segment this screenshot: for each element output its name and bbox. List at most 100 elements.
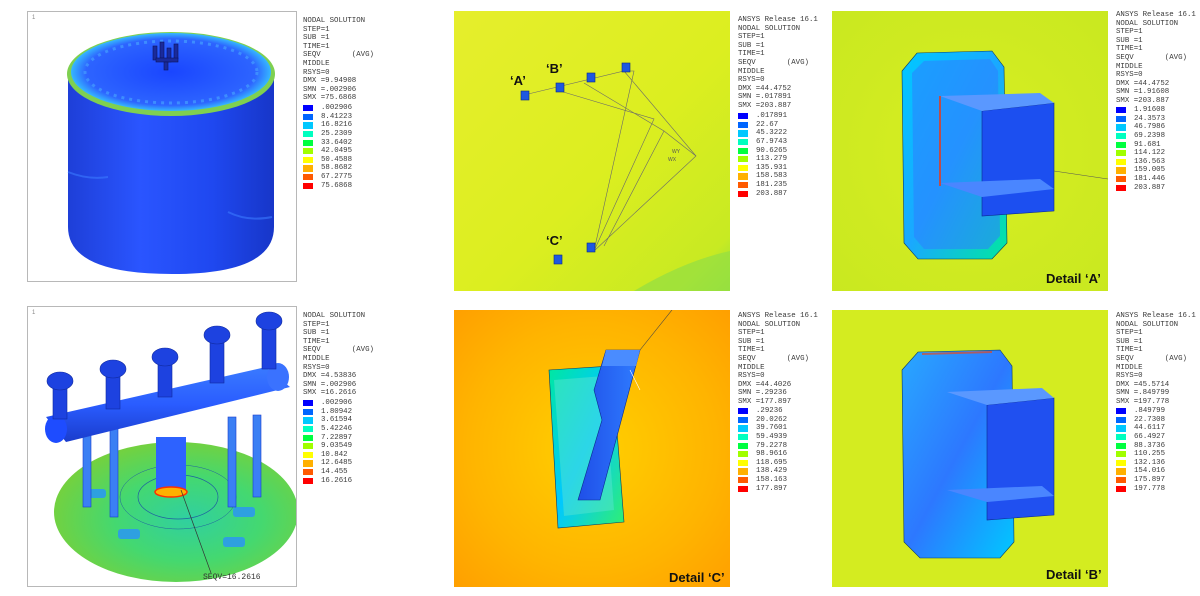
info-line: TIME=1 (1116, 346, 1143, 355)
legend-swatch (738, 156, 748, 163)
legend-value: 24.3573 (1134, 114, 1166, 123)
legend-value: 159.005 (1134, 166, 1166, 175)
legend-value: 158.583 (756, 172, 788, 181)
info-line: MIDDLE (303, 59, 330, 68)
detail-b-model (832, 310, 1108, 587)
info-line: STEP=1 (303, 25, 330, 34)
callout-c: ‘C’ (546, 233, 563, 248)
info-line: MIDDLE (1116, 62, 1143, 71)
legend-value: 25.2309 (321, 130, 353, 139)
legend-entry: 24.3573 (1116, 115, 1165, 124)
legend-value: 110.255 (1134, 450, 1166, 459)
legend-value: 69.2398 (1134, 132, 1166, 141)
info-line: ANSYS Release 16.1 (1116, 11, 1196, 19)
info-line: STEP=1 (1116, 28, 1143, 37)
legend-value: 175.897 (1134, 476, 1166, 485)
legend-swatch (303, 477, 313, 484)
detail-b-panel: Detail ‘B’ (832, 310, 1108, 587)
roof-nozzles (152, 41, 179, 71)
legend-swatch (303, 417, 313, 424)
info-line: NODAL SOLUTION (1116, 19, 1179, 28)
info-line: SEQV (AVG) (303, 51, 374, 60)
legend-value: 3.61594 (321, 416, 353, 425)
legend-value: 46.7986 (1134, 123, 1166, 132)
legend-value: 39.7601 (756, 424, 788, 433)
legend-swatch (738, 485, 748, 492)
legend-swatch (738, 164, 748, 171)
legend-entry: 14.455 (303, 468, 352, 477)
legend-swatch (303, 165, 313, 172)
legend-swatch (738, 113, 748, 120)
legend-swatch (303, 105, 313, 112)
legend-entry: 42.0495 (303, 147, 352, 156)
detail-b-label: Detail ‘B’ (1046, 567, 1102, 582)
legend-swatch (1116, 442, 1126, 449)
legend-value: 114.122 (1134, 149, 1166, 158)
manifold-legend: .002906 1.80942 3.61594 5.42246 7.22897 9.035… (303, 399, 352, 485)
legend-entry: 118.695 (738, 459, 787, 468)
legend-entry: 136.563 (1116, 158, 1165, 167)
legend-entry: 181.235 (738, 181, 787, 190)
legend-swatch (303, 139, 313, 146)
legend-swatch (738, 451, 748, 458)
legend-value: 58.8682 (321, 164, 353, 173)
legend-swatch (1116, 124, 1126, 131)
legend-swatch (303, 434, 313, 441)
legend-value: 203.887 (1134, 183, 1166, 192)
info-line: NODAL SOLUTION (1116, 320, 1179, 329)
legend-value: 181.446 (1134, 175, 1166, 184)
corner-number: 1 (32, 310, 36, 316)
legend-entry: 1.80942 (303, 408, 352, 417)
info-line: SEQV (AVG) (738, 58, 809, 67)
legend-value: 158.163 (756, 476, 788, 485)
legend-swatch (738, 121, 748, 128)
info-line: SEQV (AVG) (303, 346, 374, 355)
legend-swatch (303, 182, 313, 189)
legend-value: 154.016 (1134, 467, 1166, 476)
detail-a-label: Detail ‘A’ (1046, 271, 1101, 286)
legend-value: 1.80942 (321, 407, 353, 416)
info-line: MIDDLE (738, 363, 765, 372)
corner-number: 1 (32, 15, 36, 21)
detail-b-legend: .849799 22.7308 44.6117 66.4927 88.3736 110.2… (1116, 407, 1165, 493)
legend-swatch (1116, 115, 1126, 122)
legend-swatch (303, 468, 313, 476)
legend-swatch (1116, 150, 1126, 157)
legend-value: 14.455 (321, 468, 348, 477)
box-section-a (981, 102, 1055, 217)
legend-swatch (738, 190, 748, 197)
legend-entry: 203.887 (738, 189, 787, 198)
legend-value: 88.3736 (1134, 441, 1166, 450)
legend-swatch (738, 130, 748, 137)
legend-swatch (1116, 408, 1126, 415)
legend-swatch (738, 425, 748, 432)
info-line: NODAL SOLUTION (738, 24, 801, 33)
legend-entry: 12.6485 (303, 459, 352, 468)
support-brackets (520, 62, 631, 265)
legend-value: 136.563 (1134, 157, 1166, 166)
legend-value: 42.0495 (321, 147, 353, 156)
info-line: STEP=1 (1116, 329, 1143, 338)
legend-swatch (303, 460, 313, 467)
info-line: ANSYS Release 16.1 (1116, 312, 1196, 320)
info-line: DMX =45.5714 (1116, 380, 1170, 389)
legend-swatch (738, 138, 748, 146)
legend-swatch (738, 468, 748, 475)
legend-entry: 138.429 (738, 467, 787, 476)
legend-value: .002906 (321, 104, 353, 113)
legend-value: 135.931 (756, 163, 788, 172)
legend-value: 1.91608 (1134, 106, 1166, 115)
legend-value: .002906 (321, 399, 353, 408)
legend-entry: 88.3736 (1116, 441, 1165, 450)
legend-entry: 75.6868 (303, 181, 352, 190)
info-line: DMX =44.4026 (738, 380, 792, 389)
legend-value: 45.3222 (756, 129, 788, 138)
legend-value: 20.0262 (756, 415, 788, 424)
max-stress-probe: SEQV=16.2616 (203, 573, 261, 582)
info-line: TIME=1 (1116, 45, 1143, 54)
detail-a-legend: 1.91608 24.3573 46.7986 69.2398 91.681 114.12… (1116, 106, 1165, 192)
legend-swatch (303, 408, 313, 415)
legend-swatch (738, 416, 748, 423)
info-line: DMX =4.53836 (303, 372, 357, 381)
legend-value: 118.695 (756, 458, 788, 467)
